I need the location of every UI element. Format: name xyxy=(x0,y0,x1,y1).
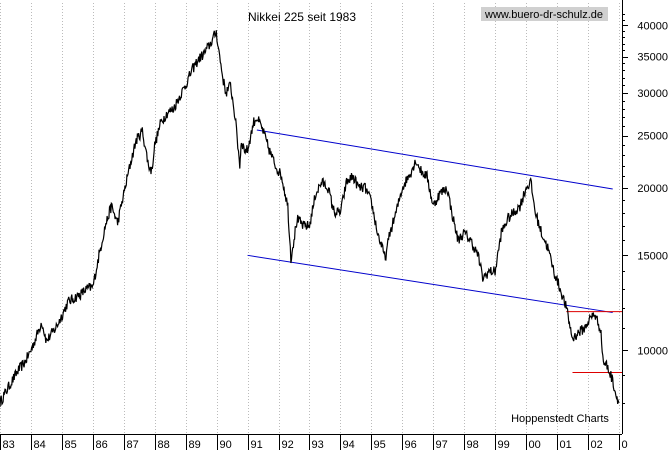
trendlines xyxy=(247,129,622,373)
x-tick-label-95: 95 xyxy=(374,439,386,451)
x-tick-label-96: 96 xyxy=(405,439,417,451)
x-tick-label-02: 02 xyxy=(591,439,603,451)
x-tick-label-88: 88 xyxy=(158,439,170,451)
watermark-text: www.buero-dr-schulz.de xyxy=(484,9,603,21)
chart-title: Nikkei 225 seit 1983 xyxy=(248,10,356,24)
x-tick-label-87: 87 xyxy=(127,439,139,451)
x-tick-label-83: 83 xyxy=(3,439,15,451)
x-tick-label-00: 00 xyxy=(529,439,541,451)
vertical-grid xyxy=(0,3,620,434)
source-label: Hoppenstedt Charts xyxy=(511,413,609,425)
x-tick-label-92: 92 xyxy=(282,439,294,451)
x-tick-label-99: 99 xyxy=(498,439,510,451)
x-tick-label-84: 84 xyxy=(34,439,46,451)
x-tick-label-86: 86 xyxy=(96,439,108,451)
y-tick-label-20000: 20000 xyxy=(637,183,668,195)
x-tick-label-90: 90 xyxy=(220,439,232,451)
watermark-background xyxy=(481,7,608,21)
x-tick-label-89: 89 xyxy=(189,439,201,451)
channel-lower-line-1 xyxy=(247,254,613,314)
axes xyxy=(0,0,623,435)
y-tick-label-15000: 15000 xyxy=(637,250,668,262)
watermark: www.buero-dr-schulz.de xyxy=(481,7,608,21)
y-tick-label-10000: 10000 xyxy=(637,345,668,357)
x-tick-label-97: 97 xyxy=(436,439,448,451)
x-axis-ticks: 83 84 85 86 87 88 89 90 91 92 93 94 95 96 97 98 99 00 01 02… xyxy=(0,434,628,451)
y-tick-label-35000: 35000 xyxy=(637,52,668,64)
channel-upper-line-0 xyxy=(256,129,613,190)
x-tick-label-93: 93 xyxy=(312,439,324,451)
x-tick-label-01: 01 xyxy=(560,439,572,451)
price-series-line xyxy=(0,30,620,407)
y-tick-label-40000: 40000 xyxy=(637,20,668,32)
x-tick-label-91: 91 xyxy=(251,439,263,451)
x-tick-label-94: 94 xyxy=(343,439,355,451)
y-axis-ticks: 10000 15000 20000 25000 30000 35000 40000 xyxy=(622,14,668,404)
x-tick-label-98: 98 xyxy=(467,439,479,451)
x-tick-label-0: 0 xyxy=(622,439,628,451)
y-tick-label-30000: 30000 xyxy=(637,88,668,100)
y-tick-label-25000: 25000 xyxy=(637,131,668,143)
x-tick-label-85: 85 xyxy=(65,439,77,451)
